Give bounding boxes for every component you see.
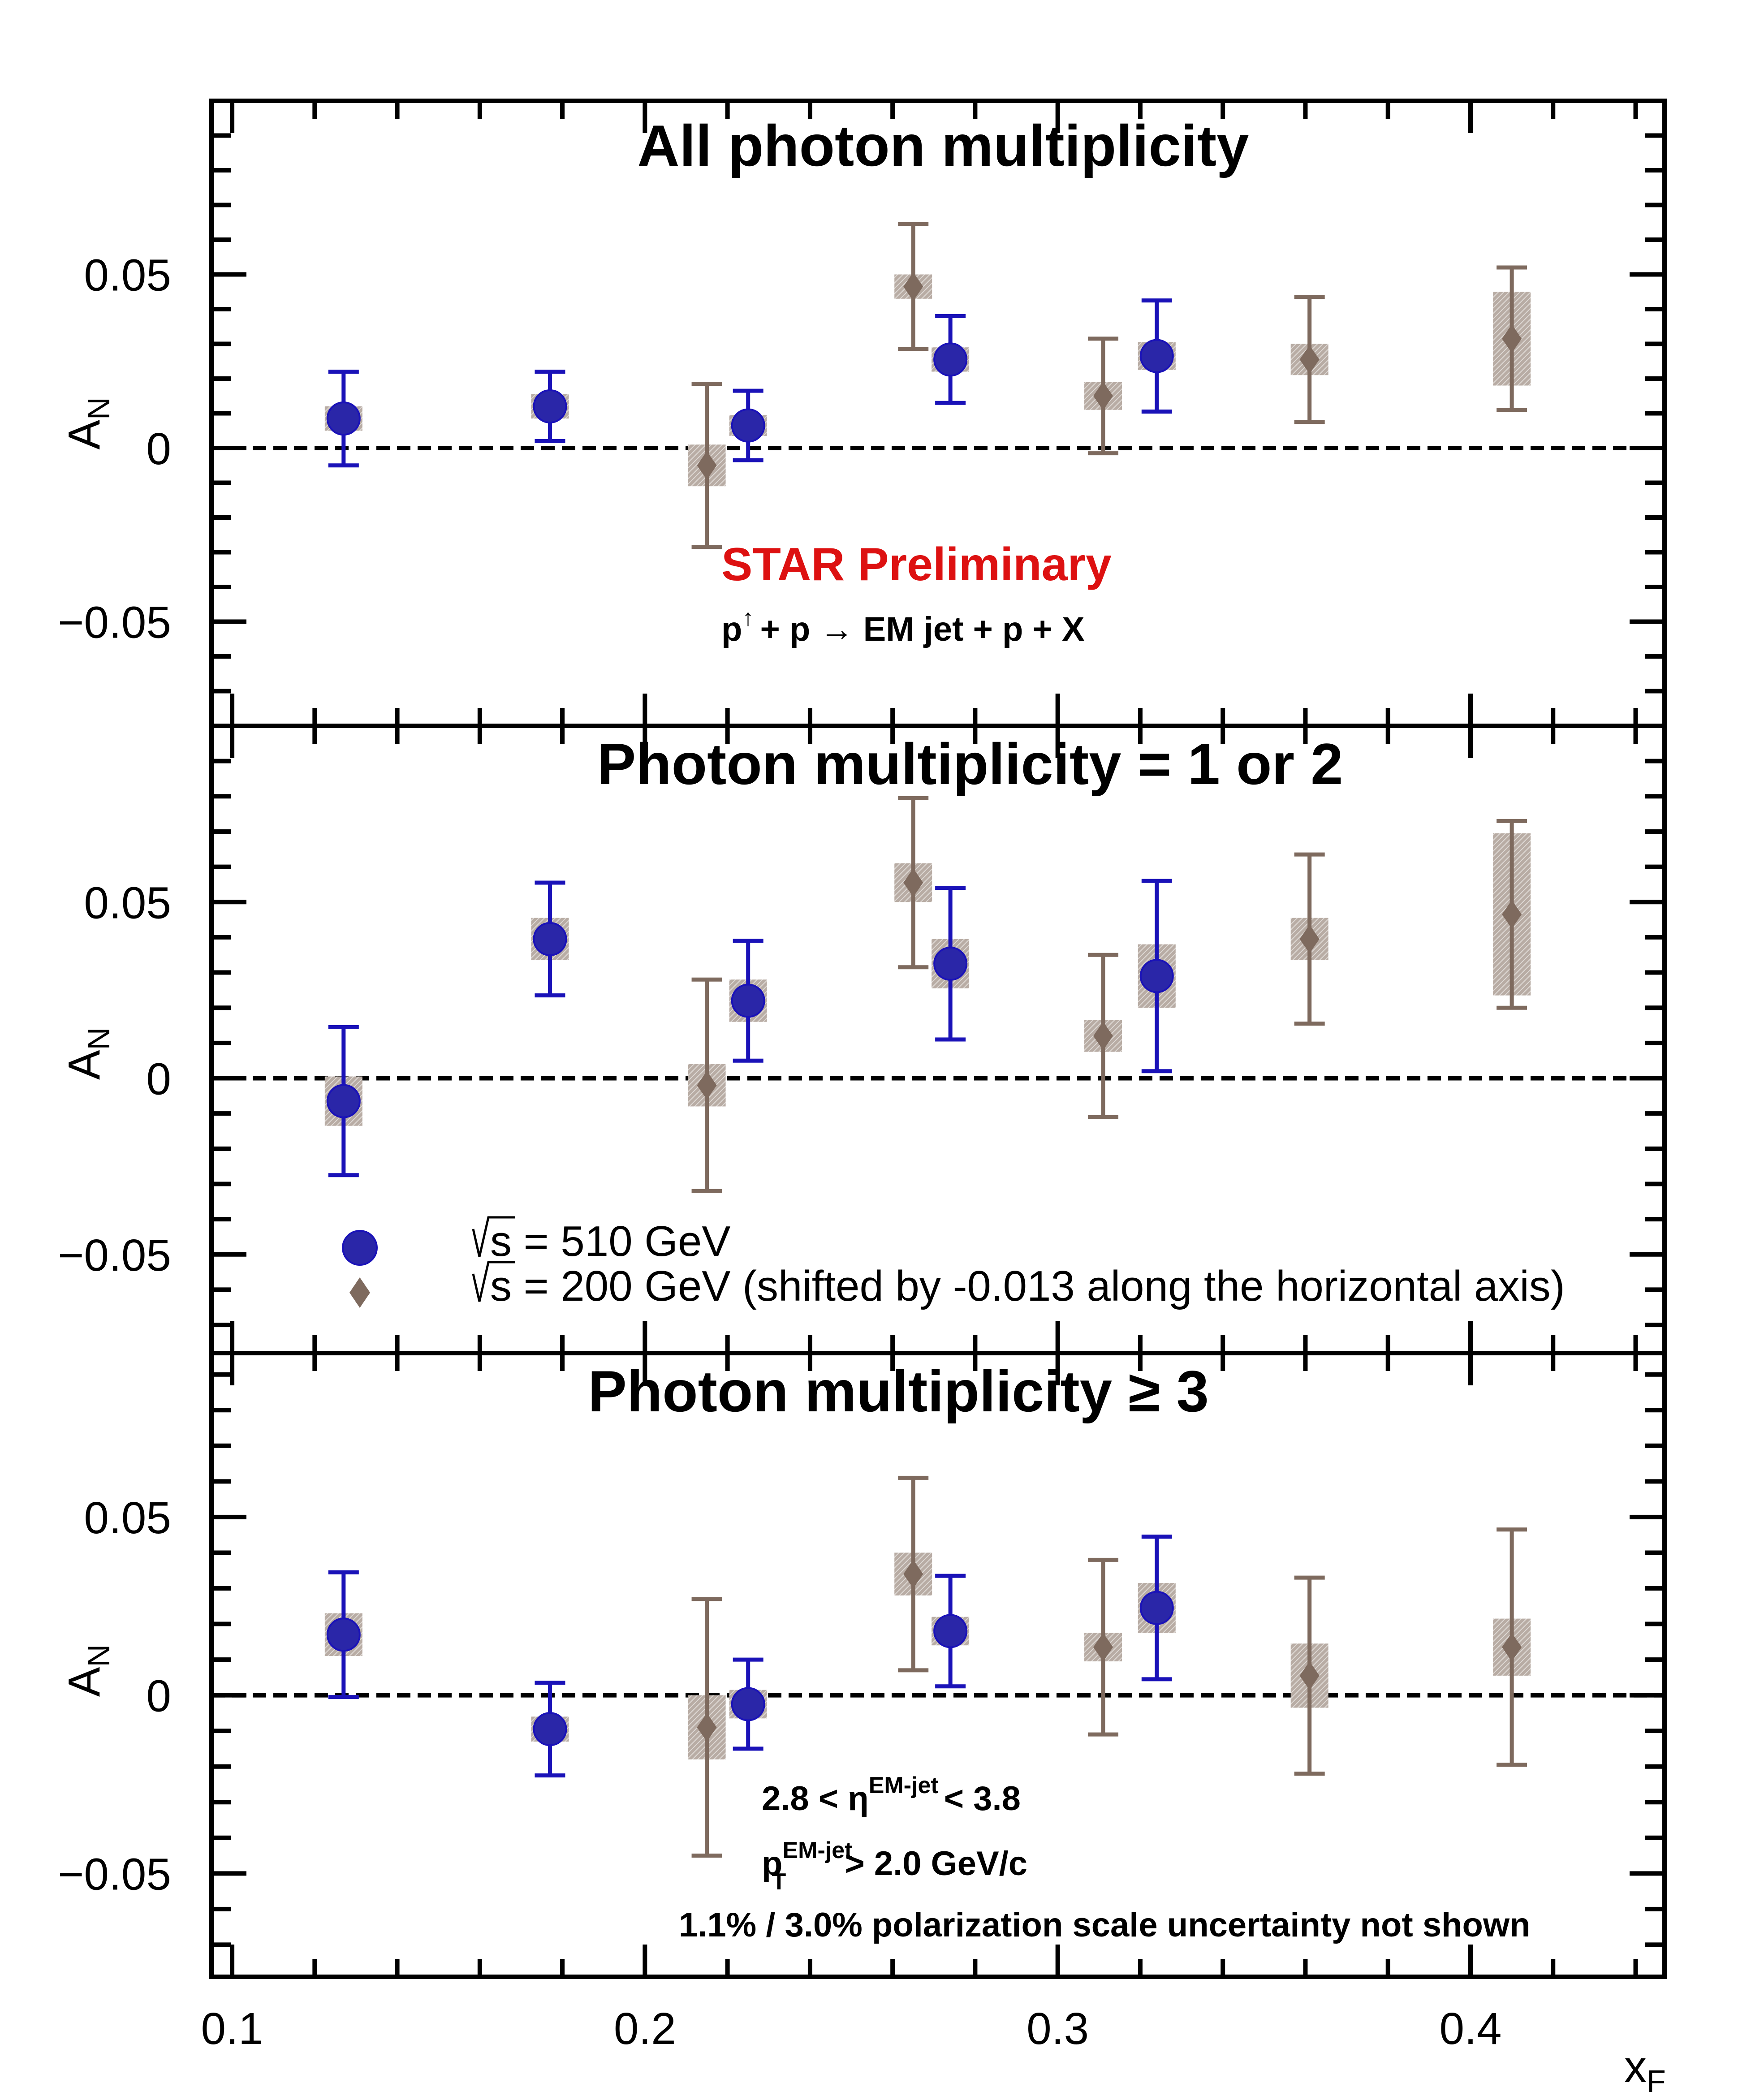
panel-frame	[209, 1351, 1667, 1979]
panel-3: 0.05 0 −0.05 AN Photon multiplicity ≥ 3 0.1 0.…	[58, 1351, 1667, 2099]
x-tick-label: 0.2	[614, 2004, 676, 2054]
pt-cut-sup: EM-jet	[782, 1837, 852, 1863]
data-point-510	[933, 946, 968, 981]
process-rest: + p → EM jet + p + X	[760, 610, 1085, 648]
x-axis-title-sub: F	[1647, 2064, 1666, 2099]
data-point-510	[933, 1614, 968, 1648]
y-tick-label: 0.05	[84, 1493, 171, 1543]
y-tick-label: −0.05	[58, 598, 171, 648]
data-point-200	[697, 1713, 717, 1742]
star-preliminary-label: STAR Preliminary	[721, 539, 1112, 591]
legend-text: s = 200 GeV (shifted by -0.013 along the…	[490, 1262, 1565, 1310]
data-point-200	[1502, 324, 1522, 353]
pt-cut-sub: T	[772, 1869, 786, 1895]
legend-marker-510	[342, 1230, 378, 1266]
process-label: p↑ + p → EM jet + p + X	[721, 605, 1085, 648]
data-point-200	[1299, 924, 1320, 953]
legend-label: = 200 GeV (shifted by -0.013 along the h…	[512, 1262, 1565, 1310]
y-axis-title-main: A	[59, 1050, 109, 1080]
panel-title: All photon multiplicity	[638, 113, 1249, 178]
data-point-510	[533, 1712, 567, 1746]
pt-cut-rest: > 2.0 GeV/c	[835, 1845, 1027, 1883]
legend-text: s = 510 GeV	[490, 1217, 730, 1265]
y-tick-label: 0	[146, 1054, 171, 1104]
data-point-510	[1139, 339, 1174, 373]
y-axis-title: AN	[59, 1644, 116, 1697]
y-axis-title-main: A	[59, 420, 109, 450]
panel-title: Photon multiplicity = 1 or 2	[597, 731, 1343, 797]
panel-title: Photon multiplicity ≥ 3	[588, 1358, 1209, 1424]
data-point-510	[326, 1617, 361, 1652]
y-axis-title-sub: N	[81, 397, 116, 420]
x-tick-label: 0.1	[201, 2004, 263, 2054]
legend-sqrt-sign	[472, 1216, 515, 1257]
data-point-200	[1502, 900, 1522, 929]
y-tick-label: −0.05	[58, 1849, 171, 1899]
x-tick-label: 0.3	[1026, 2004, 1089, 2054]
data-point-510	[1139, 959, 1174, 993]
data-point-510	[731, 983, 765, 1018]
legend-sqrt-arg: s	[490, 1217, 512, 1265]
data-point-510	[326, 401, 361, 436]
data-point-510	[326, 1084, 361, 1118]
y-tick-label: −0.05	[58, 1230, 171, 1281]
y-axis-title-main: A	[59, 1667, 109, 1697]
y-axis-title-sub: N	[81, 1027, 116, 1050]
y-axis-title: AN	[59, 397, 116, 449]
eta-cut-label: 2.8 < ηEM-jet < 3.8	[762, 1772, 1021, 1818]
data-point-510	[533, 922, 567, 956]
data-point-200	[1093, 1022, 1113, 1051]
pt-cut-label: pEM-jet T > 2.0 GeV/c	[762, 1837, 1027, 1895]
eta-cut-sup: EM-jet	[869, 1772, 939, 1798]
data-point-200	[697, 1071, 717, 1100]
data-point-200	[1093, 1633, 1113, 1662]
data-point-510	[533, 389, 567, 423]
x-axis-title: xF	[1624, 2042, 1666, 2099]
y-tick-label: 0	[146, 424, 171, 474]
data-point-200	[1299, 1661, 1320, 1690]
data-point-200	[697, 451, 717, 480]
data-point-200	[1093, 381, 1113, 410]
y-tick-label: 0.05	[84, 878, 171, 928]
legend-sqrt-arg: s	[490, 1262, 512, 1310]
data-point-200	[1299, 345, 1320, 374]
x-axis-title-main: x	[1624, 2042, 1647, 2092]
data-point-510	[933, 342, 968, 377]
data-point-200	[903, 1560, 923, 1589]
process-spin-arrow: ↑	[742, 605, 754, 631]
data-point-200	[1502, 1633, 1522, 1662]
polarization-note: 1.1% / 3.0% polarization scale uncertain…	[679, 1906, 1530, 1944]
data-point-510	[1139, 1591, 1174, 1625]
data-point-510	[731, 1687, 765, 1721]
data-point-200	[903, 272, 923, 301]
data-point-510	[731, 408, 765, 443]
y-tick-label: 0	[146, 1671, 171, 1721]
y-axis-title: AN	[59, 1027, 116, 1080]
panel-1: 0.05 0 −0.05 AN All photon multiplicity STAR …	[58, 99, 1667, 728]
x-tick-label: 0.4	[1439, 2004, 1501, 2054]
legend-label: = 510 GeV	[512, 1217, 730, 1265]
pt-cut-p: p	[762, 1845, 782, 1883]
panel-2: 0.05 0 −0.05 AN Photon multiplicity = 1 or 2…	[58, 724, 1667, 1355]
legend-marker-200	[349, 1277, 370, 1308]
data-point-200	[903, 868, 923, 897]
y-axis-title-sub: N	[81, 1644, 116, 1667]
eta-cut-low: 2.8 < η	[762, 1780, 869, 1818]
eta-cut-high: < 3.8	[944, 1780, 1021, 1818]
y-tick-label: 0.05	[84, 250, 171, 301]
legend-sqrt-sign	[472, 1261, 515, 1302]
process-p: p	[721, 610, 742, 648]
